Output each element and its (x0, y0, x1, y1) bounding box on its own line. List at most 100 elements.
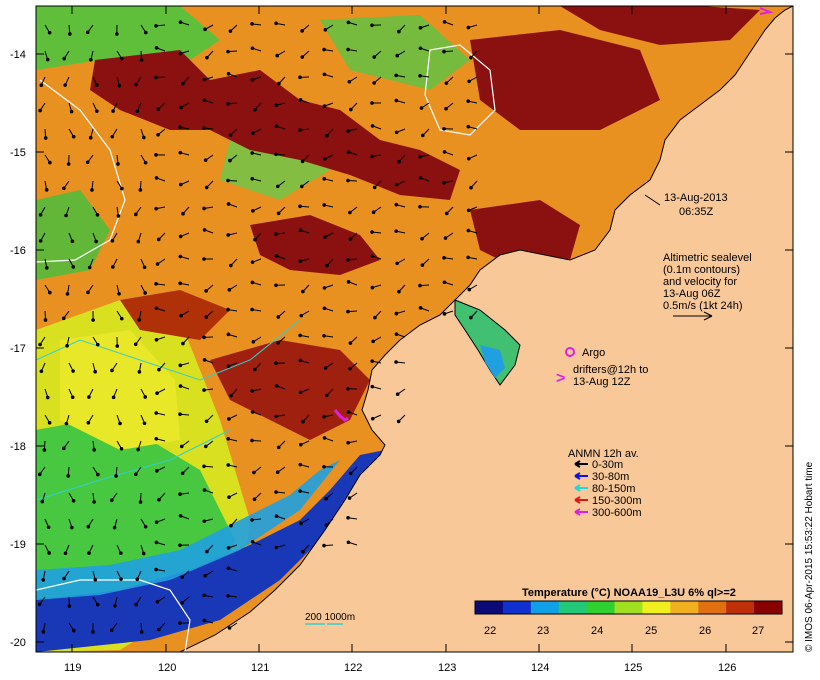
velocity-arrow-head (418, 176, 423, 180)
legend-label: 0-30m (592, 459, 623, 471)
velocity-arrow-head (228, 133, 233, 138)
velocity-arrow-head (469, 315, 473, 320)
velocity-arrow-head (276, 445, 281, 450)
velocity-arrow-head (300, 29, 304, 33)
velocity-arrow-head (178, 182, 183, 187)
velocity-arrow-head (181, 81, 185, 86)
anmn-legend-title: ANMN 12h av. (568, 448, 639, 460)
velocity-arrow-head (143, 395, 148, 399)
velocity-arrow-head (95, 602, 100, 607)
credit-text: © IMOS 06-Apr-2015 15:53:22 Hobart time (804, 461, 815, 652)
velocity-arrow-head (135, 577, 140, 581)
velocity-arrow-head (39, 83, 44, 88)
velocity-arrow-head (226, 463, 231, 467)
velocity-arrow-head (134, 602, 138, 607)
velocity-arrow-head (370, 230, 374, 234)
legend-swatch-head (574, 484, 581, 492)
sst-warm-blob-7 (120, 290, 230, 340)
velocity-arrow-head (39, 369, 44, 374)
velocity-arrow-head (111, 109, 115, 113)
velocity-arrow-head (38, 108, 42, 113)
velocity-arrow-head (275, 470, 280, 475)
velocity-arrow-head (178, 621, 182, 625)
velocity-arrow-head (85, 30, 90, 35)
velocity-arrow-head (276, 211, 281, 216)
velocity-arrow-head (324, 523, 329, 527)
legend-swatch-head (574, 508, 581, 516)
velocity-arrow-head (346, 150, 351, 154)
velocity-arrow-head (442, 150, 447, 154)
velocity-arrow-head (229, 523, 233, 528)
velocity-arrow-head (44, 188, 49, 192)
velocity-arrow-head (418, 154, 422, 159)
velocity-arrow-head (324, 393, 329, 398)
lat-label: -20 (10, 637, 26, 649)
altimetry-contours (36, 44, 496, 652)
velocity-arrow-head (396, 419, 401, 424)
velocity-arrow-head (467, 287, 472, 292)
velocity-arrow-head (48, 290, 52, 295)
velocity-arrow-head (373, 315, 377, 320)
colorbar-segment (475, 601, 504, 614)
velocity-arrow-head (274, 361, 278, 365)
velocity-arrow-head (142, 265, 147, 270)
velocity-arrow-head (442, 280, 447, 285)
velocity-arrow-head (202, 488, 207, 492)
velocity-arrow-head (154, 411, 159, 415)
velocity-arrow-head (274, 103, 279, 108)
lat-label: -16 (10, 245, 26, 257)
velocity-arrow-head (93, 577, 98, 582)
velocity-arrow-head (134, 472, 138, 477)
velocity-arrow-head (64, 421, 69, 426)
velocity-arrow-head (134, 82, 138, 87)
velocity-arrow-head (299, 313, 304, 318)
depth-label: 200 1000m (305, 612, 355, 623)
velocity-arrow-head (252, 470, 256, 475)
scale-arrow-head (703, 311, 713, 321)
velocity-arrow-head (113, 603, 117, 608)
legend-swatch-head (574, 472, 581, 480)
altimetry-line-5: 0.5m/s (1kt 24h) (663, 300, 742, 312)
sst-warm-blob-3 (470, 200, 580, 270)
velocity-arrow-head (95, 342, 100, 347)
velocity-arrow-head (120, 186, 124, 191)
velocity-arrow-head (205, 55, 209, 60)
legend-label: 30-80m (592, 471, 629, 483)
sst-warm-blob-1 (90, 50, 460, 200)
velocity-arrow-head (41, 630, 46, 634)
velocity-arrow-head (274, 490, 278, 494)
velocity-arrow-head (178, 363, 183, 368)
velocity-arrow-head (155, 599, 160, 604)
velocity-arrow-head (226, 49, 230, 54)
velocity-arrow-head (418, 46, 423, 51)
velocity-arrow-head (298, 228, 303, 232)
velocity-arrow-head (202, 206, 206, 211)
velocity-arrow-head (250, 22, 254, 26)
velocity-arrow-head (37, 472, 42, 477)
velocity-arrow-head (442, 180, 446, 185)
velocity-arrow-head (154, 567, 158, 572)
velocity-arrow-head (274, 283, 278, 288)
velocity-arrow-head (370, 384, 375, 389)
velocity-arrow-head (394, 229, 398, 233)
velocity-arrow-head (394, 360, 398, 364)
colorbar-segment (698, 601, 727, 614)
velocity-arrow-head (87, 395, 91, 399)
velocity-arrow-head (66, 162, 71, 166)
velocity-arrow-head (181, 211, 185, 216)
velocity-arrow-head (154, 153, 158, 157)
colorbar-tick-label: 27 (752, 625, 764, 637)
velocity-arrow-head (298, 333, 302, 338)
velocity-arrow-head (298, 390, 303, 395)
velocity-arrow-head (86, 420, 91, 425)
velocity-arrow-head (92, 500, 96, 504)
velocity-arrow-head (41, 578, 46, 582)
velocity-arrow-head (442, 255, 446, 260)
velocity-arrow-head (397, 159, 401, 164)
velocity-arrow-head (202, 77, 207, 82)
velocity-arrow-head (47, 551, 51, 555)
gulf-inlet-blue (480, 345, 505, 378)
velocity-arrow-head (394, 182, 399, 187)
velocity-arrow-head (86, 524, 91, 529)
